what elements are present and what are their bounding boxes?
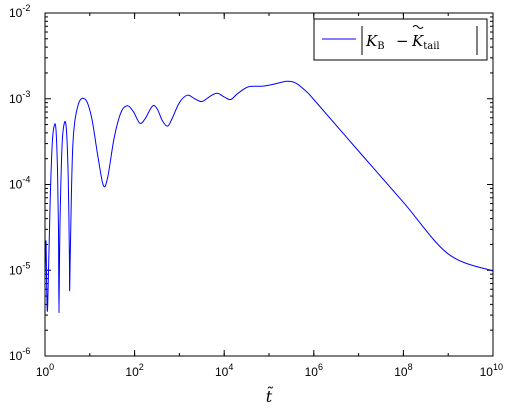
legend-tilde [412,25,424,29]
x-tick-label: 104 [215,362,233,379]
x-tick-label: 100 [36,362,54,379]
legend-k-b: KB [365,32,385,52]
legend-minus: − [396,32,409,50]
x-tick-label: 108 [394,362,412,379]
series-layer [44,80,494,314]
plot-frame [44,12,494,357]
x-tick-labels: 100 102 104 106 108 1010 [36,362,503,379]
plot-background [45,13,493,356]
x-tick-label: 1010 [480,362,503,379]
x-tick-label: 102 [125,362,143,379]
y-tick-label: 10-2 [9,3,30,20]
y-tick-label: 10-5 [9,260,30,277]
y-tick-label: 10-6 [9,346,30,363]
legend: KB − Ktail [313,18,488,61]
x-axis-label: t̃ [266,386,274,406]
y-tick-labels: 10-6 10-5 10-4 10-3 10-2 [9,3,30,363]
y-tick-label: 10-3 [9,89,30,106]
y-tick-label: 10-4 [9,175,30,192]
x-tick-label: 106 [305,362,323,379]
series-line [44,80,494,314]
legend-label: KB − Ktail [361,25,478,55]
legend-k-tail: Ktail [411,32,440,52]
